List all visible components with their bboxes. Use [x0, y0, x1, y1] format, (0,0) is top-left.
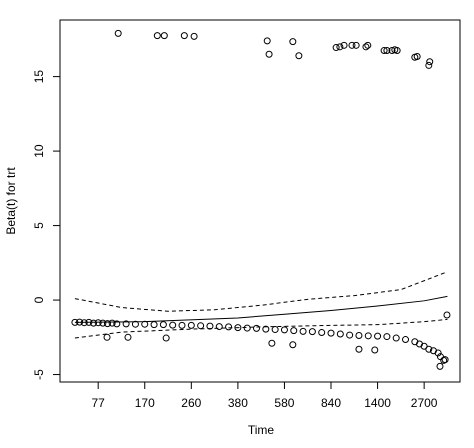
data-point: [380, 47, 388, 55]
data-point: [336, 330, 344, 338]
data-point: [122, 320, 130, 328]
data-point: [253, 324, 261, 332]
data-point: [265, 50, 273, 58]
data-point: [318, 329, 326, 337]
confidence-line: [74, 318, 448, 339]
data-point: [402, 336, 410, 344]
data-point: [178, 321, 186, 329]
data-point: [131, 320, 139, 328]
data-point: [393, 47, 401, 55]
data-point: [108, 319, 116, 327]
data-point: [150, 321, 158, 329]
data-point: [160, 32, 168, 40]
data-point: [340, 41, 348, 49]
data-point: [336, 43, 344, 51]
data-point: [327, 329, 335, 337]
confidence-line: [74, 271, 448, 312]
data-point: [346, 331, 354, 339]
data-point: [425, 345, 433, 353]
data-point: [388, 47, 396, 55]
data-point: [197, 322, 205, 330]
data-point: [289, 38, 297, 46]
y-tick-label: 10: [32, 144, 46, 158]
data-point: [383, 47, 391, 55]
data-point: [371, 346, 379, 354]
data-point: [103, 333, 111, 341]
x-axis-label: Time: [248, 423, 275, 437]
plot-frame: [59, 19, 461, 383]
data-point: [271, 326, 279, 334]
data-point: [434, 349, 442, 357]
data-point: [190, 32, 198, 40]
y-tick-label: 5: [32, 222, 46, 229]
data-point: [355, 332, 363, 340]
data-point: [426, 58, 434, 66]
data-point: [362, 43, 370, 51]
data-point: [355, 345, 363, 353]
y-tick-label: 0: [32, 296, 46, 303]
data-point: [124, 333, 132, 341]
data-point: [308, 328, 316, 336]
data-point: [440, 356, 448, 364]
data-point: [352, 41, 360, 49]
x-tick-label: 2700: [411, 396, 438, 410]
data-point: [268, 339, 276, 347]
data-point: [364, 41, 372, 49]
data-point: [425, 61, 433, 69]
data-point: [290, 327, 298, 335]
data-point: [289, 341, 297, 349]
data-point: [383, 333, 391, 341]
y-axis-label: Beta(t) for trt: [4, 167, 18, 235]
data-point: [243, 324, 251, 332]
x-tick-label: 840: [321, 396, 341, 410]
data-point: [364, 332, 372, 340]
x-tick-label: 260: [181, 396, 201, 410]
y-tick-label: 15: [32, 70, 46, 84]
data-point: [262, 325, 270, 333]
data-point: [187, 321, 195, 329]
y-tick-label: -5: [32, 369, 46, 380]
data-point: [234, 324, 242, 332]
data-point: [392, 334, 400, 342]
x-tick-label: 380: [228, 396, 248, 410]
data-point: [169, 321, 177, 329]
data-point: [299, 327, 307, 335]
x-tick-label: 580: [274, 396, 294, 410]
data-point: [90, 319, 98, 327]
data-point: [436, 362, 444, 370]
data-point: [332, 44, 340, 52]
data-point: [215, 323, 223, 331]
fit-line: [74, 295, 448, 323]
data-point: [153, 32, 161, 40]
data-point: [225, 323, 233, 331]
data-point: [374, 332, 382, 340]
data-point: [180, 32, 188, 40]
x-tick-label: 1400: [364, 396, 391, 410]
data-point: [99, 319, 107, 327]
data-point: [159, 321, 167, 329]
data-point: [103, 320, 111, 328]
data-point: [114, 29, 122, 37]
x-tick-label: 170: [135, 396, 155, 410]
data-point: [162, 334, 170, 342]
data-point: [263, 37, 271, 45]
data-point: [94, 319, 102, 327]
data-point: [206, 322, 214, 330]
data-point: [113, 320, 121, 328]
data-point: [443, 311, 451, 319]
data-point: [280, 326, 288, 334]
x-tick-label: 77: [92, 396, 106, 410]
data-point: [295, 52, 303, 60]
data-point: [413, 52, 421, 60]
data-point: [348, 41, 356, 49]
